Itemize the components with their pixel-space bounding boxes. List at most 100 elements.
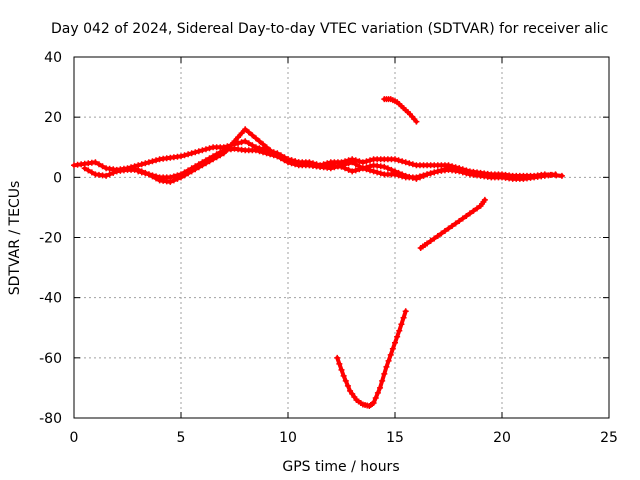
data-point: [188, 165, 195, 172]
data-point: [145, 159, 152, 166]
data-point: [235, 134, 242, 141]
x-tick-label: 25: [600, 430, 618, 446]
data-point: [263, 144, 270, 151]
data-point: [438, 167, 445, 174]
data-point: [95, 161, 102, 168]
data-point: [342, 161, 349, 168]
data-point: [235, 140, 242, 147]
data-point: [231, 138, 238, 145]
data-point: [336, 360, 343, 367]
data-point: [334, 354, 341, 361]
data-point: [374, 169, 381, 176]
data-point: [185, 151, 192, 158]
data-point: [395, 172, 402, 179]
data-point: [202, 157, 209, 164]
data-point: [427, 238, 434, 245]
data-point: [463, 170, 470, 177]
data-point: [427, 170, 434, 177]
data-point: [242, 138, 249, 145]
data-point: [359, 165, 366, 172]
data-point: [138, 161, 145, 168]
data-point: [167, 174, 174, 181]
data-point: [245, 140, 252, 147]
data-point: [431, 169, 438, 176]
data-point: [238, 139, 245, 146]
data-point: [389, 345, 396, 352]
data-point: [399, 173, 406, 180]
data-point: [349, 390, 356, 397]
data-point: [260, 149, 267, 156]
data-point: [249, 132, 256, 139]
data-point: [331, 164, 338, 171]
data-series: [381, 96, 420, 125]
data-point: [359, 159, 366, 166]
data-point: [470, 207, 477, 214]
y-axis-label: SDTVAR / TECUs: [7, 181, 23, 296]
data-point: [356, 158, 363, 165]
series-trace: [418, 197, 487, 251]
data-point: [170, 173, 177, 180]
data-point: [381, 370, 388, 377]
data-point: [370, 399, 377, 406]
data-point: [374, 389, 381, 396]
data-point: [188, 150, 195, 157]
data-point: [85, 167, 92, 174]
data-point: [213, 151, 220, 158]
y-tick-label: -80: [39, 411, 62, 427]
data-point: [340, 372, 347, 379]
data-point: [88, 169, 95, 176]
data-point: [558, 172, 565, 179]
data-points: [71, 96, 565, 409]
data-point: [138, 169, 145, 176]
data-point: [292, 161, 299, 168]
data-point: [398, 321, 405, 328]
data-point: [349, 159, 356, 166]
data-point: [256, 148, 263, 155]
data-series: [135, 145, 463, 181]
data-point: [153, 157, 160, 164]
data-point: [456, 217, 463, 224]
data-point: [338, 162, 345, 169]
data-point: [267, 151, 274, 158]
data-point: [409, 161, 416, 168]
data-point: [288, 160, 295, 167]
data-point: [92, 159, 99, 166]
data-point: [345, 160, 352, 167]
data-point: [420, 172, 427, 179]
data-point: [81, 165, 88, 172]
data-point: [392, 156, 398, 163]
data-point: [441, 227, 448, 234]
data-point: [327, 165, 334, 172]
chart-title: Day 042 of 2024, Sidereal Day-to-day VTE…: [51, 21, 608, 37]
data-point: [449, 222, 456, 229]
data-point: [199, 159, 206, 166]
data-point: [363, 166, 370, 173]
data-point: [413, 118, 420, 125]
data-point: [106, 171, 113, 178]
data-point: [349, 168, 356, 175]
data-point: [270, 152, 277, 159]
data-point: [367, 157, 374, 164]
data-point: [441, 166, 448, 173]
data-point: [413, 174, 420, 181]
data-point: [381, 163, 388, 170]
data-point: [387, 351, 394, 358]
data-point: [445, 225, 452, 232]
data-point: [206, 155, 213, 162]
data-point: [149, 158, 156, 165]
data-point: [135, 168, 142, 175]
data-point: [153, 173, 160, 180]
data-point: [149, 172, 156, 179]
y-tick-label: 20: [44, 110, 62, 126]
data-point: [334, 163, 341, 170]
data-point: [431, 235, 438, 242]
data-point: [356, 163, 363, 170]
data-point: [245, 129, 252, 136]
data-point: [434, 168, 441, 175]
data-point: [274, 153, 281, 160]
data-point: [481, 196, 488, 203]
data-point: [459, 215, 466, 222]
data-point: [370, 168, 377, 175]
data-point: [379, 377, 386, 384]
data-point: [199, 147, 206, 154]
